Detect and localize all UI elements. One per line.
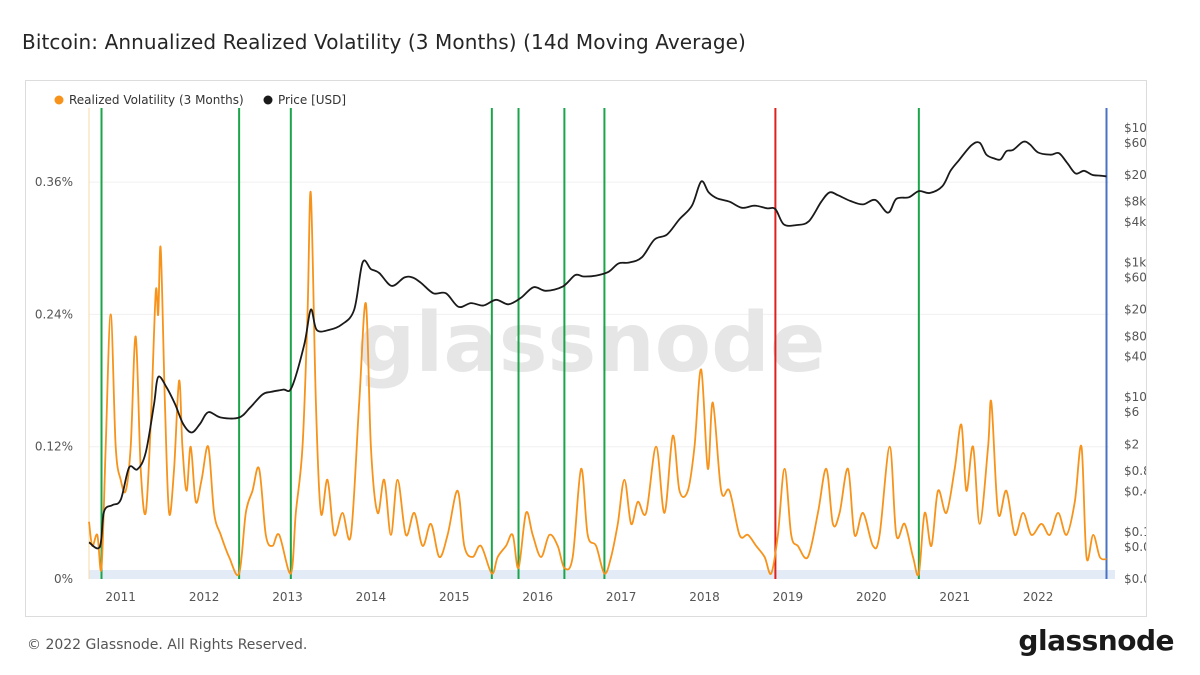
vertical-markers [88, 108, 1108, 579]
y-left-tick-label: 0.12% [35, 440, 73, 454]
x-tick-label: 2019 [773, 590, 804, 604]
legend: Realized Volatility (3 Months) Price [US… [54, 93, 346, 107]
y-right-tick-label: $8k [1124, 195, 1146, 209]
y-right-tick-label: $6 [1124, 405, 1139, 419]
y-right-tick-label: $0.02 [1124, 572, 1146, 586]
footer-copyright: © 2022 Glassnode. All Rights Reserved. [27, 637, 308, 653]
y-left-tick-label: 0% [54, 572, 73, 586]
legend-vol-label: Realized Volatility (3 Months) [69, 93, 244, 107]
legend-vol-dot [54, 95, 64, 105]
y-left-tick-label: 0.36% [35, 175, 73, 189]
y-right-tick-label: $0.06 [1124, 540, 1146, 554]
y-right-tick-label: $0.40 [1124, 484, 1146, 498]
chart-svg: glassnode 2011 2012 2013 2014 2015 2016 2017 20… [35, 93, 1146, 604]
series-line-volatility [88, 190, 1107, 577]
y-left-tick-label: 0.24% [35, 307, 73, 321]
x-tick-label: 2013 [272, 590, 303, 604]
y-right-tick-label: $1k [1124, 256, 1146, 270]
footer-brand-logo: glassnode [1018, 624, 1174, 657]
chart-panel: glassnode 2011 2012 2013 2014 2015 2016 2017 20… [25, 80, 1147, 617]
x-tick-label: 2012 [189, 590, 220, 604]
legend-price-label: Price [USD] [278, 93, 346, 107]
y-right-tick-label: $0.80 [1124, 464, 1146, 478]
zero-band [89, 570, 1115, 579]
y-right-tick-label: $200 [1124, 303, 1146, 317]
x-tick-label: 2018 [689, 590, 720, 604]
chart-title: Bitcoin: Annualized Realized Volatility … [22, 30, 746, 54]
x-tick-label: 2014 [356, 590, 387, 604]
y-right-tick-label: $40 [1124, 350, 1146, 364]
y-right-tick-label: $60k [1124, 136, 1146, 150]
y-right-tick-label: $20k [1124, 168, 1146, 182]
x-tick-label: 2011 [105, 590, 136, 604]
legend-price-dot [263, 95, 273, 105]
watermark: glassnode [357, 296, 826, 391]
x-tick-label: 2020 [856, 590, 887, 604]
grid [89, 181, 1109, 448]
x-tick-label: 2016 [522, 590, 553, 604]
x-tick-label: 2022 [1023, 590, 1054, 604]
x-tick-label: 2021 [939, 590, 970, 604]
y-right-tick-label: $2 [1124, 437, 1139, 451]
series-lines [88, 140, 1107, 577]
y-right-tick-label: $600 [1124, 270, 1146, 284]
y-right-tick-label: $10 [1124, 390, 1146, 404]
x-tick-label: 2015 [439, 590, 470, 604]
y-right-tick-label: $80 [1124, 329, 1146, 343]
series-line-price [88, 140, 1107, 550]
y-right-tick-label: $0.10 [1124, 525, 1146, 539]
y-right-tick-label: $100k [1124, 121, 1146, 135]
x-tick-label: 2017 [606, 590, 637, 604]
axis-ticks: 2011 2012 2013 2014 2015 2016 2017 2018 2019 2020… [35, 121, 1146, 604]
y-right-tick-label: $4k [1124, 215, 1146, 229]
